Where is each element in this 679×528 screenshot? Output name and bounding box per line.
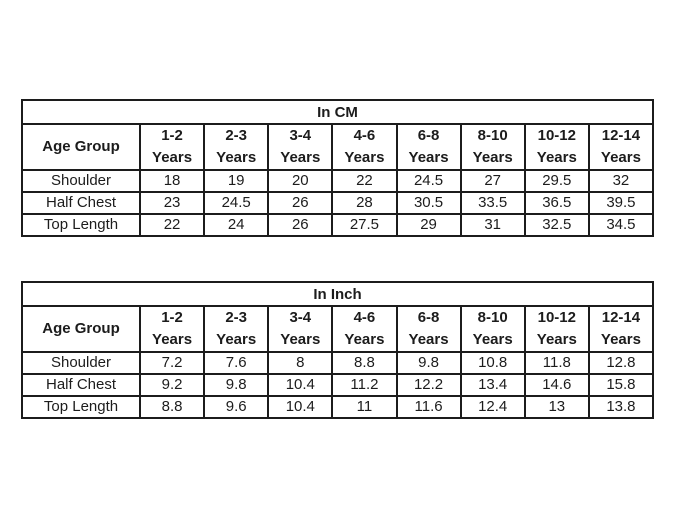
value-cell: 18 xyxy=(138,168,206,193)
value-cell: 19 xyxy=(203,168,270,193)
title-row: In Inch xyxy=(21,281,654,307)
column-header: 12-14 Years xyxy=(587,123,655,171)
value-cell: 9.2 xyxy=(138,372,206,397)
table-row: Top Length 22 24 26 27.5 29 31 32.5 34.5 xyxy=(21,212,655,237)
row-label: Top Length xyxy=(21,212,141,237)
row-label: Shoulder xyxy=(21,168,141,193)
value-cell: 9.6 xyxy=(203,394,270,419)
table-row: Shoulder 7.2 7.6 8 8.8 9.8 10.8 11.8 12.8 xyxy=(21,350,655,375)
row-label: Half Chest xyxy=(21,372,141,397)
value-cell: 24 xyxy=(203,212,270,237)
row-label: Shoulder xyxy=(21,350,141,375)
value-cell: 12.4 xyxy=(459,394,526,419)
value-cell: 10.4 xyxy=(267,372,334,397)
table-row: Shoulder 18 19 20 22 24.5 27 29.5 32 xyxy=(21,168,655,193)
table-body: Shoulder 18 19 20 22 24.5 27 29.5 32 Half Chest 23… xyxy=(21,168,655,237)
row-label: Half Chest xyxy=(21,190,141,215)
value-cell: 32 xyxy=(587,168,655,193)
value-cell: 26 xyxy=(267,212,334,237)
value-cell: 27 xyxy=(459,168,526,193)
row-label: Top Length xyxy=(21,394,141,419)
age-group-header: Age Group xyxy=(21,123,141,171)
table-row: Top Length 8.8 9.6 10.4 11 11.6 12.4 13 13.8 xyxy=(21,394,655,419)
column-header: 4-6 Years xyxy=(331,123,398,171)
value-cell: 22 xyxy=(138,212,206,237)
column-header: 10-12 Years xyxy=(523,123,590,171)
value-cell: 7.2 xyxy=(138,350,206,375)
column-header: 2-3 Years xyxy=(203,123,270,171)
value-cell: 30.5 xyxy=(395,190,462,215)
value-cell: 22 xyxy=(331,168,398,193)
table-title: In Inch xyxy=(21,281,654,307)
column-header: 6-8 Years xyxy=(395,305,462,353)
header-row: Age Group 1-2 Years 2-3 Years 3-4 Years 4-6… xyxy=(21,123,655,171)
age-group-header: Age Group xyxy=(21,305,141,353)
value-cell: 24.5 xyxy=(395,168,462,193)
column-header: 12-14 Years xyxy=(587,305,655,353)
column-header: 6-8 Years xyxy=(395,123,462,171)
value-cell: 14.6 xyxy=(523,372,590,397)
value-cell: 12.8 xyxy=(587,350,655,375)
column-header: 10-12 Years xyxy=(523,305,590,353)
table-body: Shoulder 7.2 7.6 8 8.8 9.8 10.8 11.8 12.8 Half Ch… xyxy=(21,350,655,419)
value-cell: 28 xyxy=(331,190,398,215)
value-cell: 11.2 xyxy=(331,372,398,397)
value-cell: 10.8 xyxy=(459,350,526,375)
value-cell: 8.8 xyxy=(331,350,398,375)
value-cell: 15.8 xyxy=(587,372,655,397)
value-cell: 13 xyxy=(523,394,590,419)
value-cell: 29.5 xyxy=(523,168,590,193)
value-cell: 7.6 xyxy=(203,350,270,375)
table-title: In CM xyxy=(21,99,654,125)
size-table-inch: In Inch Age Group 1-2 Years 2-3 Years 3-4 … xyxy=(21,281,655,419)
table-row: Half Chest 23 24.5 26 28 30.5 33.5 36.5 39.5 xyxy=(21,190,655,215)
value-cell: 34.5 xyxy=(587,212,655,237)
value-cell: 20 xyxy=(267,168,334,193)
value-cell: 11 xyxy=(331,394,398,419)
size-table-cm: In CM Age Group 1-2 Years 2-3 Years 3-4 Ye… xyxy=(21,99,655,237)
column-header: 8-10 Years xyxy=(459,305,526,353)
header-row: Age Group 1-2 Years 2-3 Years 3-4 Years 4-6… xyxy=(21,305,655,353)
value-cell: 8 xyxy=(267,350,334,375)
value-cell: 8.8 xyxy=(138,394,206,419)
value-cell: 12.2 xyxy=(395,372,462,397)
value-cell: 36.5 xyxy=(523,190,590,215)
value-cell: 13.8 xyxy=(587,394,655,419)
value-cell: 9.8 xyxy=(395,350,462,375)
value-cell: 24.5 xyxy=(203,190,270,215)
title-row: In CM xyxy=(21,99,654,125)
value-cell: 39.5 xyxy=(587,190,655,215)
column-header: 1-2 Years xyxy=(138,305,206,353)
value-cell: 33.5 xyxy=(459,190,526,215)
value-cell: 26 xyxy=(267,190,334,215)
column-header: 4-6 Years xyxy=(331,305,398,353)
value-cell: 32.5 xyxy=(523,212,590,237)
table-row: Half Chest 9.2 9.8 10.4 11.2 12.2 13.4 14.6 15.8 xyxy=(21,372,655,397)
value-cell: 23 xyxy=(138,190,206,215)
column-header: 3-4 Years xyxy=(267,123,334,171)
value-cell: 11.8 xyxy=(523,350,590,375)
value-cell: 27.5 xyxy=(331,212,398,237)
column-header: 1-2 Years xyxy=(138,123,206,171)
value-cell: 10.4 xyxy=(267,394,334,419)
value-cell: 9.8 xyxy=(203,372,270,397)
value-cell: 11.6 xyxy=(395,394,462,419)
value-cell: 31 xyxy=(459,212,526,237)
column-header: 8-10 Years xyxy=(459,123,526,171)
value-cell: 13.4 xyxy=(459,372,526,397)
column-header: 3-4 Years xyxy=(267,305,334,353)
value-cell: 29 xyxy=(395,212,462,237)
column-header: 2-3 Years xyxy=(203,305,270,353)
